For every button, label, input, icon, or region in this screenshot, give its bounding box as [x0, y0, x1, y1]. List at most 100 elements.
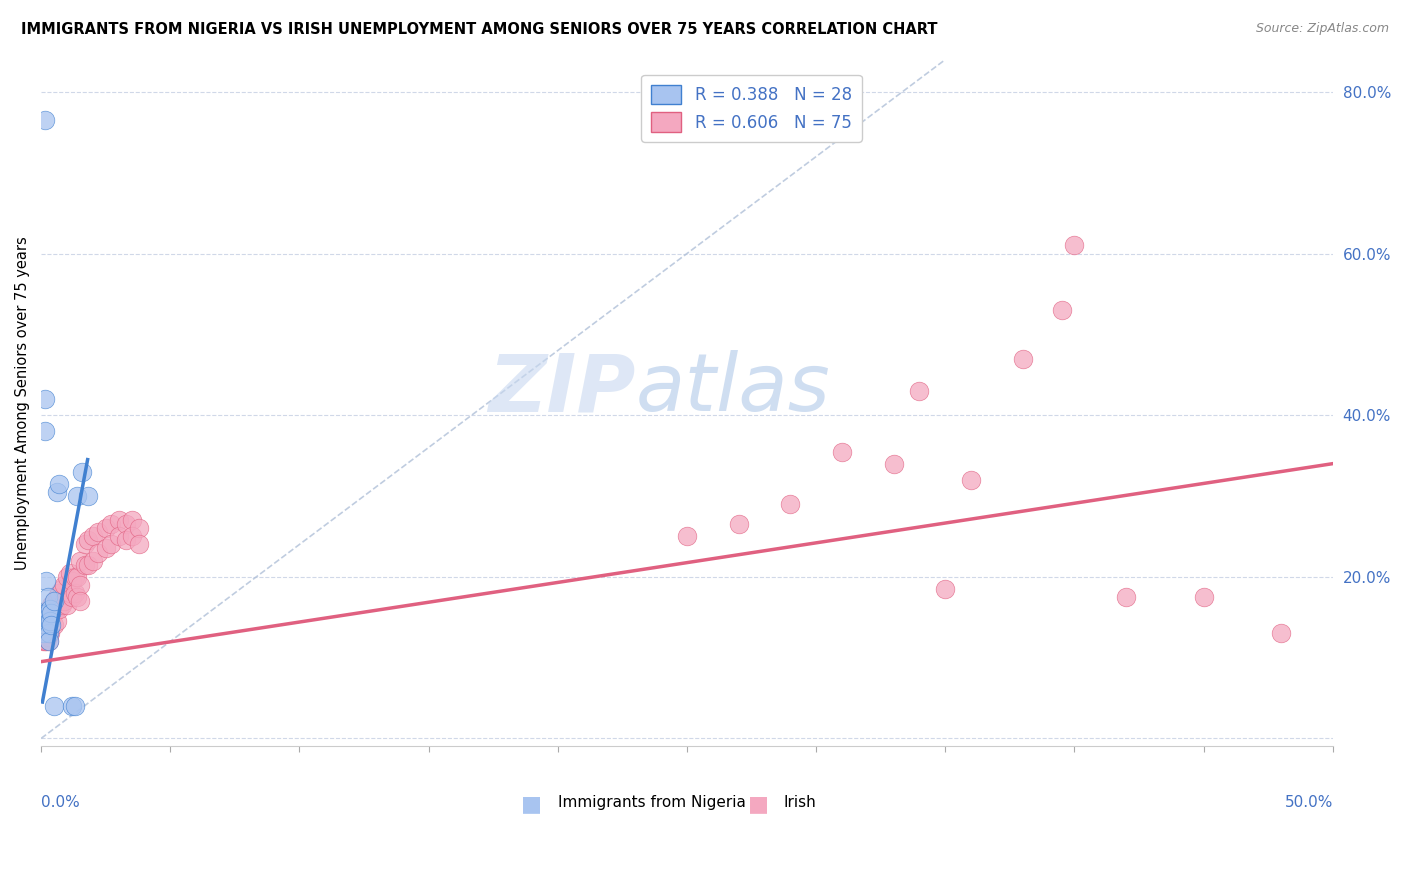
Point: [128, 521, 150, 535]
Point: [934, 582, 956, 596]
Point: [831, 444, 853, 458]
Point: [34, 392, 56, 406]
Point: [32, 626, 55, 640]
Point: [66, 570, 89, 584]
Point: [42, 618, 65, 632]
Point: [35, 606, 58, 620]
Point: [41, 610, 63, 624]
Point: [32, 614, 55, 628]
Point: [58, 566, 80, 580]
Point: [35, 606, 58, 620]
Point: [31, 614, 53, 628]
Legend: R = 0.388   N = 28, R = 0.606   N = 75: R = 0.388 N = 28, R = 0.606 N = 75: [641, 75, 862, 142]
Point: [35, 634, 58, 648]
Point: [100, 517, 122, 532]
Point: [38, 634, 60, 648]
Point: [31, 623, 53, 637]
Point: [37, 614, 59, 628]
Text: Immigrants from Nigeria: Immigrants from Nigeria: [558, 795, 745, 810]
Point: [72, 465, 94, 479]
Point: [32, 606, 55, 620]
Point: [66, 489, 89, 503]
Point: [107, 529, 129, 543]
Point: [42, 606, 65, 620]
Point: [41, 606, 63, 620]
Point: [676, 529, 699, 543]
Point: [37, 590, 59, 604]
Point: [1050, 303, 1073, 318]
Point: [63, 586, 86, 600]
Text: ZIP: ZIP: [488, 351, 636, 428]
Y-axis label: Unemployment Among Seniors over 75 years: Unemployment Among Seniors over 75 years: [15, 236, 30, 570]
Point: [38, 618, 60, 632]
Point: [42, 594, 65, 608]
Point: [63, 570, 86, 584]
Point: [82, 553, 104, 567]
Point: [32, 618, 55, 632]
Point: [87, 525, 110, 540]
Text: ■: ■: [522, 795, 543, 814]
Point: [39, 610, 62, 624]
Point: [779, 497, 801, 511]
Point: [69, 594, 91, 608]
Text: 0.0%: 0.0%: [41, 795, 80, 810]
Point: [908, 384, 931, 398]
Point: [41, 618, 63, 632]
Point: [34, 425, 56, 439]
Point: [39, 614, 62, 628]
Point: [1011, 351, 1033, 366]
Point: [69, 578, 91, 592]
Point: [48, 602, 70, 616]
Point: [76, 489, 98, 503]
Point: [37, 623, 59, 637]
Point: [38, 614, 60, 628]
Point: [51, 582, 73, 596]
Point: [51, 598, 73, 612]
Point: [56, 598, 79, 612]
Point: [35, 574, 58, 588]
Point: [35, 618, 58, 632]
Point: [34, 634, 56, 648]
Point: [73, 558, 96, 572]
Point: [39, 626, 62, 640]
Point: [53, 594, 76, 608]
Point: [128, 537, 150, 551]
Point: [100, 537, 122, 551]
Point: [38, 606, 60, 620]
Point: [115, 533, 138, 548]
Point: [39, 618, 62, 632]
Point: [60, 699, 83, 714]
Point: [45, 614, 67, 628]
Point: [42, 699, 65, 714]
Point: [35, 618, 58, 632]
Point: [37, 606, 59, 620]
Text: IMMIGRANTS FROM NIGERIA VS IRISH UNEMPLOYMENT AMONG SENIORS OVER 75 YEARS CORREL: IMMIGRANTS FROM NIGERIA VS IRISH UNEMPLO…: [21, 22, 938, 37]
Point: [37, 631, 59, 645]
Point: [32, 634, 55, 648]
Point: [94, 521, 117, 535]
Text: atlas: atlas: [636, 351, 830, 428]
Point: [45, 484, 67, 499]
Point: [60, 574, 83, 588]
Point: [58, 586, 80, 600]
Point: [53, 578, 76, 592]
Point: [115, 517, 138, 532]
Point: [883, 457, 905, 471]
Point: [38, 626, 60, 640]
Point: [1115, 590, 1137, 604]
Point: [38, 634, 60, 648]
Point: [48, 476, 70, 491]
Point: [34, 626, 56, 640]
Point: [76, 533, 98, 548]
Point: [60, 590, 83, 604]
Point: [107, 513, 129, 527]
Point: [63, 699, 86, 714]
Point: [45, 590, 67, 604]
Point: [35, 626, 58, 640]
Text: ■: ■: [748, 795, 769, 814]
Point: [32, 614, 55, 628]
Point: [41, 598, 63, 612]
Text: Irish: Irish: [783, 795, 817, 810]
Point: [82, 529, 104, 543]
Point: [56, 570, 79, 584]
